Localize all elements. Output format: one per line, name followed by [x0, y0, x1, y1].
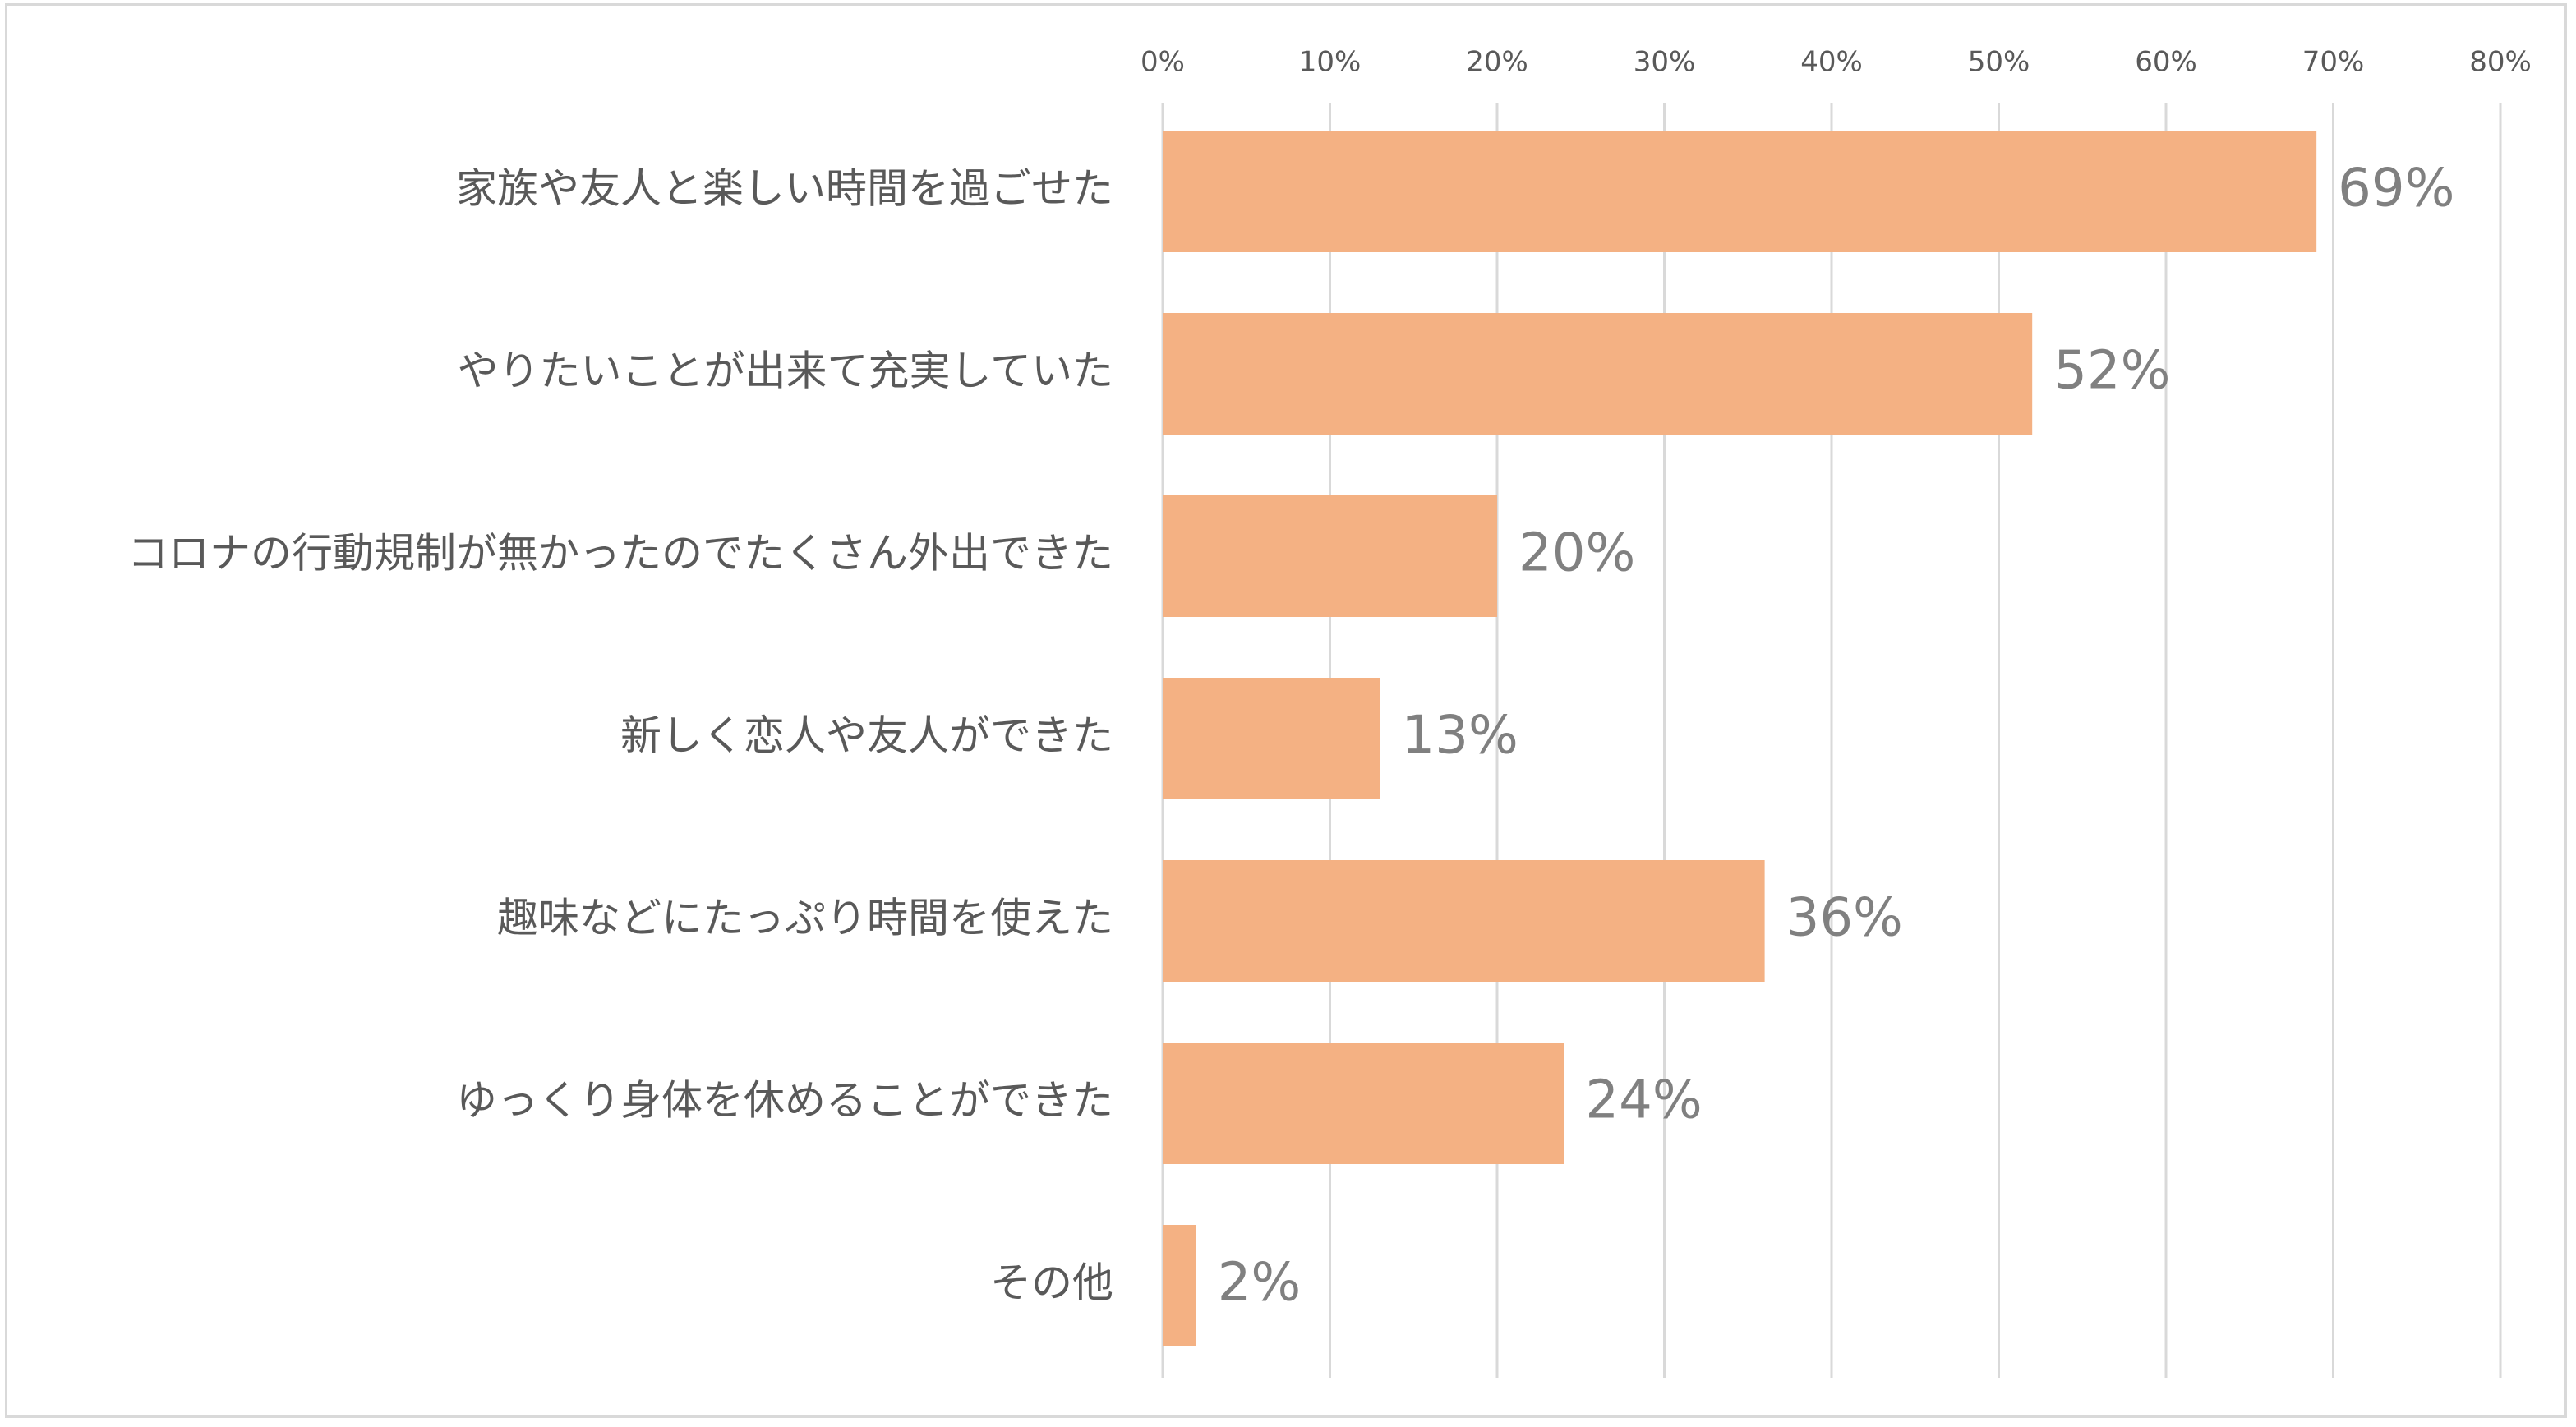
- data-label: 52%: [2053, 341, 2170, 402]
- bar-chart: 0% 10% 20% 30% 40% 50% 60% 70% 80% 家族や友人と楽しい時間を過…: [127, 46, 2532, 1378]
- bar: [1163, 1043, 1564, 1164]
- category-label: その他: [990, 1259, 1113, 1307]
- chart-frame: 0% 10% 20% 30% 40% 50% 60% 70% 80% 家族や友人と楽しい時間を過…: [5, 3, 2567, 1418]
- x-tick-label: 0%: [1141, 46, 1185, 79]
- data-label: 13%: [1402, 706, 1518, 766]
- category-labels: 家族や友人と楽しい時間を過ごせたやりたいことが出来て充実していたコロナの行動規制…: [127, 165, 1113, 1307]
- x-tick-label: 70%: [2302, 46, 2365, 79]
- data-label: 2%: [1218, 1253, 1302, 1314]
- bar: [1163, 678, 1380, 799]
- category-label: 新しく恋人や友人ができた: [620, 712, 1113, 760]
- x-tick-label: 10%: [1299, 46, 1362, 79]
- x-tick-label: 40%: [1800, 46, 1863, 79]
- category-label: 家族や友人と楽しい時間を過ごせた: [456, 165, 1113, 213]
- bar: [1163, 131, 2317, 252]
- category-label: コロナの行動規制が無かったのでたくさん外出できた: [127, 530, 1113, 578]
- x-tick-label: 30%: [1634, 46, 1696, 79]
- category-label: やりたいことが出来て充実していた: [458, 348, 1114, 395]
- data-label: 24%: [1585, 1070, 1702, 1131]
- category-label: 趣味などにたっぷり時間を使えた: [497, 895, 1113, 942]
- data-label: 36%: [1786, 888, 1903, 949]
- bar: [1163, 1225, 1196, 1346]
- bar: [1163, 495, 1497, 617]
- x-axis-ticks: 0% 10% 20% 30% 40% 50% 60% 70% 80%: [1141, 46, 2532, 79]
- data-label: 20%: [1518, 523, 1635, 584]
- bars: [1163, 131, 2317, 1346]
- x-tick-label: 50%: [1968, 46, 2030, 79]
- data-label: 69%: [2338, 159, 2454, 219]
- bar: [1163, 860, 1765, 982]
- category-label: ゆっくり身体を休めることができた: [456, 1077, 1113, 1125]
- x-tick-label: 80%: [2469, 46, 2532, 79]
- bar: [1163, 313, 2033, 435]
- data-labels: 69% 52% 20% 13% 36% 24% 2%: [1218, 159, 2455, 1314]
- x-tick-label: 20%: [1466, 46, 1528, 79]
- x-tick-label: 60%: [2135, 46, 2197, 79]
